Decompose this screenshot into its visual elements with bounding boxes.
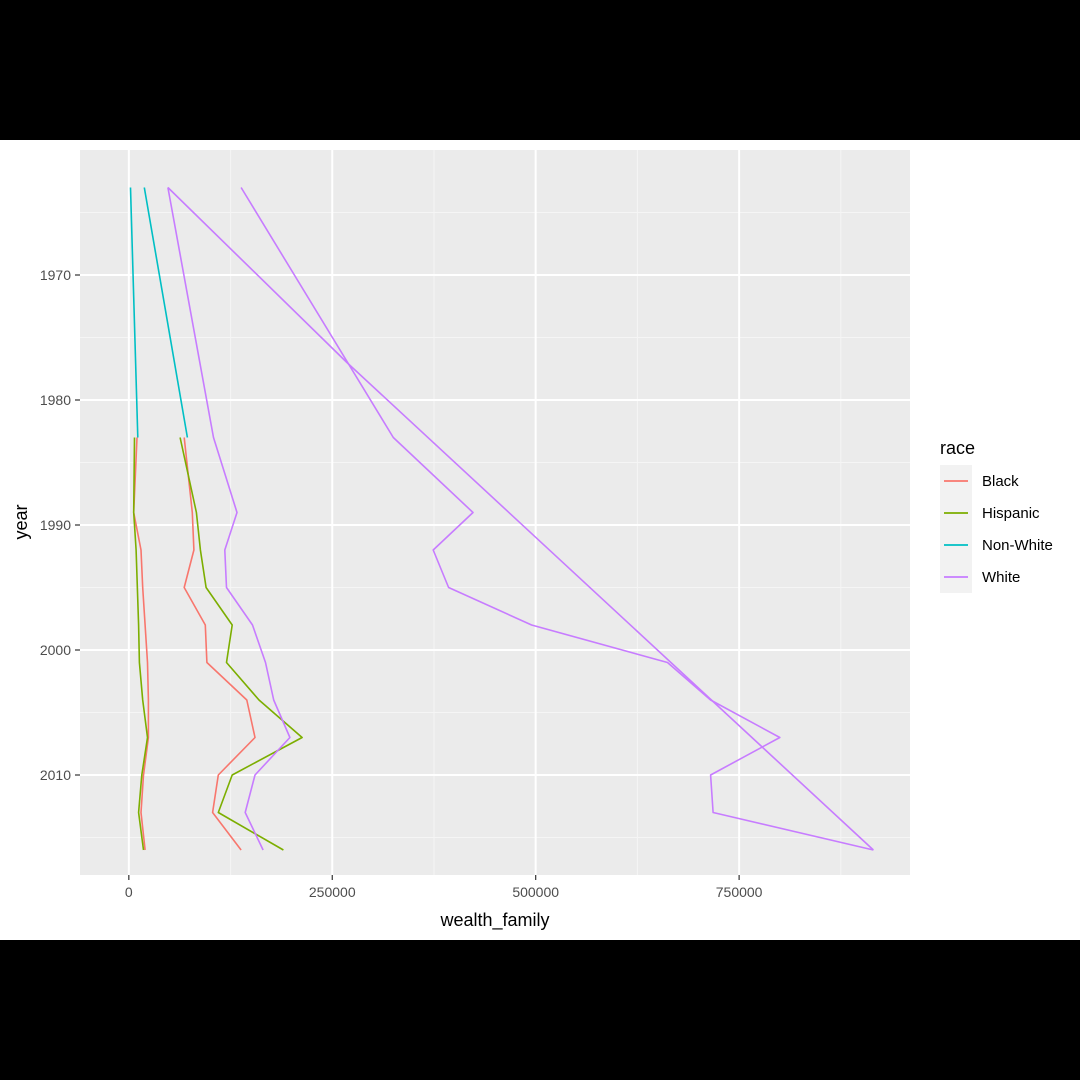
series-line-black	[132, 437, 150, 851]
minor-gridlines	[80, 150, 910, 875]
series-line-non-white	[143, 187, 189, 438]
legend: race Black Hispanic Non-White White	[940, 438, 1053, 593]
series-line-black	[183, 437, 256, 851]
series-line-white	[167, 187, 291, 851]
figure: 0 250000 500000 750000 1970 1980 1990 2000 2010 …	[0, 140, 1080, 940]
series-line-non-white	[129, 187, 139, 438]
x-tick-label: 250000	[309, 884, 356, 900]
x-tick-label: 0	[125, 884, 133, 900]
legend-label-hispanic: Hispanic	[982, 505, 1040, 522]
series-line-white	[167, 186, 874, 851]
line-chart: 0 250000 500000 75000019701980199020002010 …	[11, 150, 1053, 931]
x-tick-label: 750000	[716, 884, 763, 900]
x-tick-label: 500000	[512, 884, 559, 900]
legend-label-white: White	[982, 569, 1020, 586]
legend-label-non-white: Non-White	[982, 537, 1053, 554]
plot-panel	[80, 150, 910, 875]
y-axis-title: year	[11, 504, 31, 539]
y-tick-label: 2010	[40, 767, 71, 783]
series-line-hispanic	[179, 437, 303, 851]
y-tick-label: 1970	[40, 267, 71, 283]
series-layer	[129, 186, 874, 851]
series-line-white	[240, 187, 874, 851]
axes-layer: 0 250000 500000 750000 1970 1980 1990 2000 2010	[40, 267, 763, 900]
legend-title: race	[940, 438, 975, 458]
x-axis-title: wealth_family	[439, 910, 549, 931]
y-tick-label: 1980	[40, 392, 71, 408]
y-tick-label: 1990	[40, 517, 71, 533]
y-tick-label: 2000	[40, 642, 71, 658]
legend-label-black: Black	[982, 473, 1019, 490]
series-line-hispanic	[132, 437, 149, 851]
